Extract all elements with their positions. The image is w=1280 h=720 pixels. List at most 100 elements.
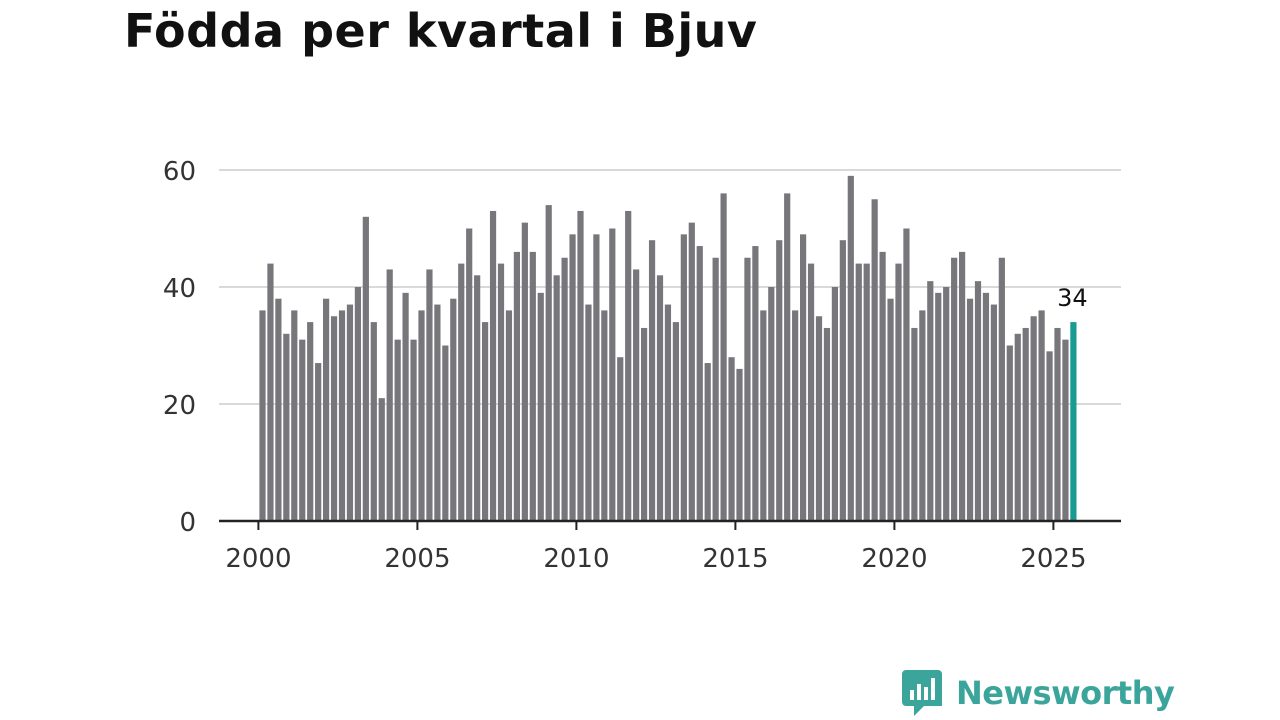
bar bbox=[609, 228, 616, 521]
bar bbox=[672, 322, 679, 521]
x-axis-ticks: 2000 2005 2010 2015 2020 2025 bbox=[225, 521, 1086, 574]
bar bbox=[935, 292, 942, 521]
bar bbox=[664, 304, 672, 521]
bar bbox=[974, 281, 982, 521]
bars bbox=[259, 175, 1077, 522]
bar bbox=[513, 251, 520, 521]
bar bbox=[529, 251, 536, 521]
bar bbox=[410, 339, 417, 521]
bar bbox=[863, 263, 870, 521]
bar bbox=[768, 287, 775, 521]
bar bbox=[951, 257, 958, 521]
bar bbox=[911, 327, 918, 521]
bar bbox=[744, 257, 751, 521]
bar bbox=[990, 304, 997, 521]
bar bbox=[839, 240, 846, 521]
bar bbox=[370, 322, 377, 521]
bar bbox=[927, 281, 934, 521]
bar bbox=[617, 357, 624, 521]
bar bbox=[283, 333, 290, 521]
y-axis-tick-labels: 0 20 40 60 bbox=[163, 157, 196, 538]
bar bbox=[760, 310, 767, 521]
bar bbox=[458, 263, 465, 521]
bar bbox=[943, 287, 950, 521]
bar bbox=[338, 310, 346, 521]
bar bbox=[299, 339, 306, 521]
bar bbox=[855, 263, 862, 521]
bar bbox=[553, 275, 560, 521]
bar bbox=[394, 339, 401, 521]
bar bbox=[585, 304, 592, 521]
bar bbox=[1046, 351, 1053, 521]
bar bbox=[474, 275, 481, 521]
bar bbox=[323, 298, 330, 521]
bar bbox=[505, 310, 513, 521]
bar bbox=[648, 240, 656, 521]
x-tick-label: 2025 bbox=[1020, 544, 1086, 574]
bar bbox=[680, 234, 687, 521]
bar bbox=[354, 287, 361, 521]
bar bbox=[625, 210, 632, 521]
bar bbox=[959, 251, 966, 521]
bar bbox=[434, 304, 441, 521]
bar bbox=[1014, 333, 1021, 521]
y-tick-label: 60 bbox=[163, 157, 196, 187]
bar bbox=[561, 257, 568, 521]
bar bbox=[696, 246, 703, 522]
bar bbox=[577, 210, 584, 521]
bar bbox=[442, 345, 449, 521]
bar bbox=[569, 234, 576, 521]
bar bbox=[601, 310, 608, 521]
bar bbox=[378, 398, 385, 521]
bar bbox=[426, 269, 433, 521]
bar bbox=[315, 363, 322, 521]
bar bbox=[776, 240, 783, 521]
bar bbox=[450, 298, 457, 521]
bar bbox=[291, 310, 298, 521]
bar bbox=[330, 316, 338, 521]
x-tick-label: 2000 bbox=[225, 544, 291, 574]
bar bbox=[792, 310, 799, 521]
bar bbox=[800, 234, 807, 521]
bar bbox=[402, 292, 409, 521]
bar bbox=[521, 222, 528, 521]
bar bbox=[1062, 339, 1069, 521]
y-tick-label: 40 bbox=[163, 274, 196, 304]
bar bbox=[752, 246, 759, 522]
bar bbox=[537, 292, 544, 521]
bar bbox=[482, 322, 489, 521]
bar bbox=[784, 193, 791, 521]
bar bbox=[267, 263, 274, 521]
chart-title: Födda per kvartal i Bjuv bbox=[124, 4, 758, 58]
bar bbox=[633, 269, 640, 521]
bar bbox=[982, 292, 990, 521]
bar bbox=[307, 322, 314, 521]
bar bbox=[1054, 327, 1061, 521]
brand-name: Newsworthy bbox=[956, 674, 1175, 712]
bar bbox=[497, 263, 505, 521]
bar bbox=[346, 304, 354, 521]
bar bbox=[593, 234, 600, 521]
bar bbox=[362, 216, 369, 522]
bar bbox=[998, 257, 1005, 521]
x-tick-label: 2005 bbox=[384, 544, 450, 574]
bar bbox=[919, 310, 926, 521]
bar bbox=[688, 222, 695, 521]
bar bbox=[736, 368, 743, 521]
x-tick-label: 2020 bbox=[861, 544, 927, 574]
bar bbox=[1030, 316, 1037, 521]
bar bbox=[831, 287, 838, 521]
y-tick-label: 0 bbox=[179, 508, 196, 538]
bar bbox=[656, 275, 664, 521]
x-tick-label: 2015 bbox=[702, 544, 768, 574]
bar bbox=[418, 310, 425, 521]
bar bbox=[386, 269, 393, 521]
bar bbox=[1022, 327, 1029, 521]
bar bbox=[1006, 345, 1013, 521]
bar bbox=[871, 199, 878, 521]
bar bbox=[1070, 322, 1077, 521]
bar bbox=[1038, 310, 1045, 521]
bar bbox=[712, 257, 719, 521]
bar bbox=[545, 205, 552, 521]
